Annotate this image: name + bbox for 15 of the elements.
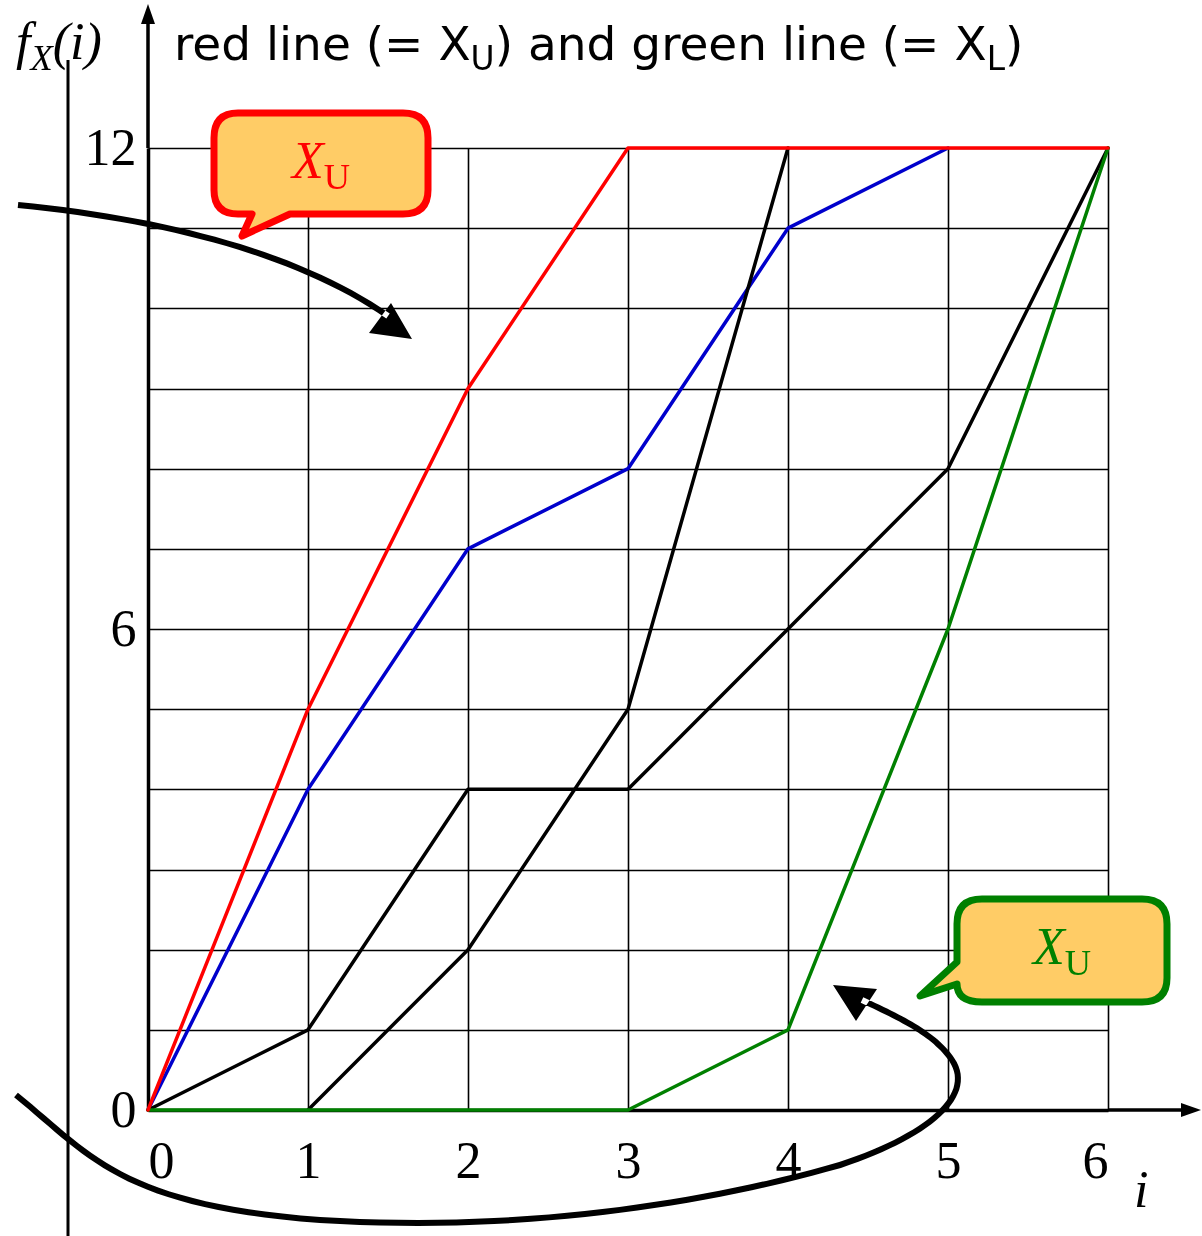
y-tick-label: 0: [110, 1080, 137, 1138]
x-tick-label: 5: [935, 1131, 962, 1189]
x-tick-label: 1: [295, 1131, 322, 1189]
x-tick-label: 4: [775, 1131, 802, 1189]
x-tick-label: 3: [615, 1131, 642, 1189]
y-tick-label: 12: [84, 118, 137, 176]
x-tick-label: 0: [148, 1131, 175, 1189]
y-tick-label: 6: [110, 599, 137, 657]
chart-title: red line (= X$_{U}$) and green line (= X$_{L}$): [174, 16, 1024, 78]
x-tick-label: 2: [455, 1131, 482, 1189]
annotation: X$_{U}$: [289, 131, 351, 197]
annotation: X$_{U}$: [1030, 917, 1092, 983]
x-tick-label: 6: [1082, 1131, 1109, 1189]
x-axis-title: i: [1134, 1160, 1149, 1219]
y-axis-title: f$_{X}$(i): [16, 12, 102, 78]
